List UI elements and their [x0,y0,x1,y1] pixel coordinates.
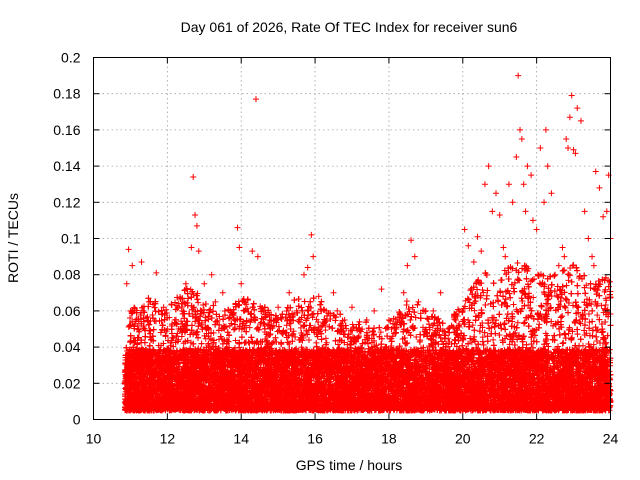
data-point [529,277,536,284]
data-point [439,338,446,345]
data-point [586,319,593,326]
data-point [585,311,592,318]
data-point [146,321,153,328]
data-point [174,330,181,337]
data-point [322,327,329,334]
data-point [377,329,384,336]
data-point [355,321,362,328]
data-point [413,333,420,340]
data-point [512,329,519,336]
data-point [480,289,487,296]
data-point [305,337,312,344]
data-point [514,319,521,326]
data-points [121,72,614,414]
data-point [594,312,601,319]
data-point [322,335,329,342]
data-point [490,336,497,343]
data-point [195,299,202,306]
data-point [335,341,342,348]
data-point [178,318,185,325]
data-point [524,294,531,301]
data-point [602,302,609,309]
data-point [123,348,130,355]
data-point [387,317,394,324]
data-point [565,277,572,284]
data-point [200,302,207,309]
data-point [246,324,253,331]
data-point [560,339,567,346]
data-point [445,335,452,342]
data-point [602,295,609,302]
data-point [590,341,597,348]
data-point [506,341,513,348]
data-point [283,322,290,329]
data-point [289,332,296,339]
data-point [530,294,537,301]
data-point [501,267,508,274]
data-point [469,322,476,329]
data-point [548,293,555,300]
chart-title: Day 061 of 2026, Rate Of TEC Index for r… [181,19,518,35]
data-point [197,307,204,314]
data-point [464,295,471,302]
